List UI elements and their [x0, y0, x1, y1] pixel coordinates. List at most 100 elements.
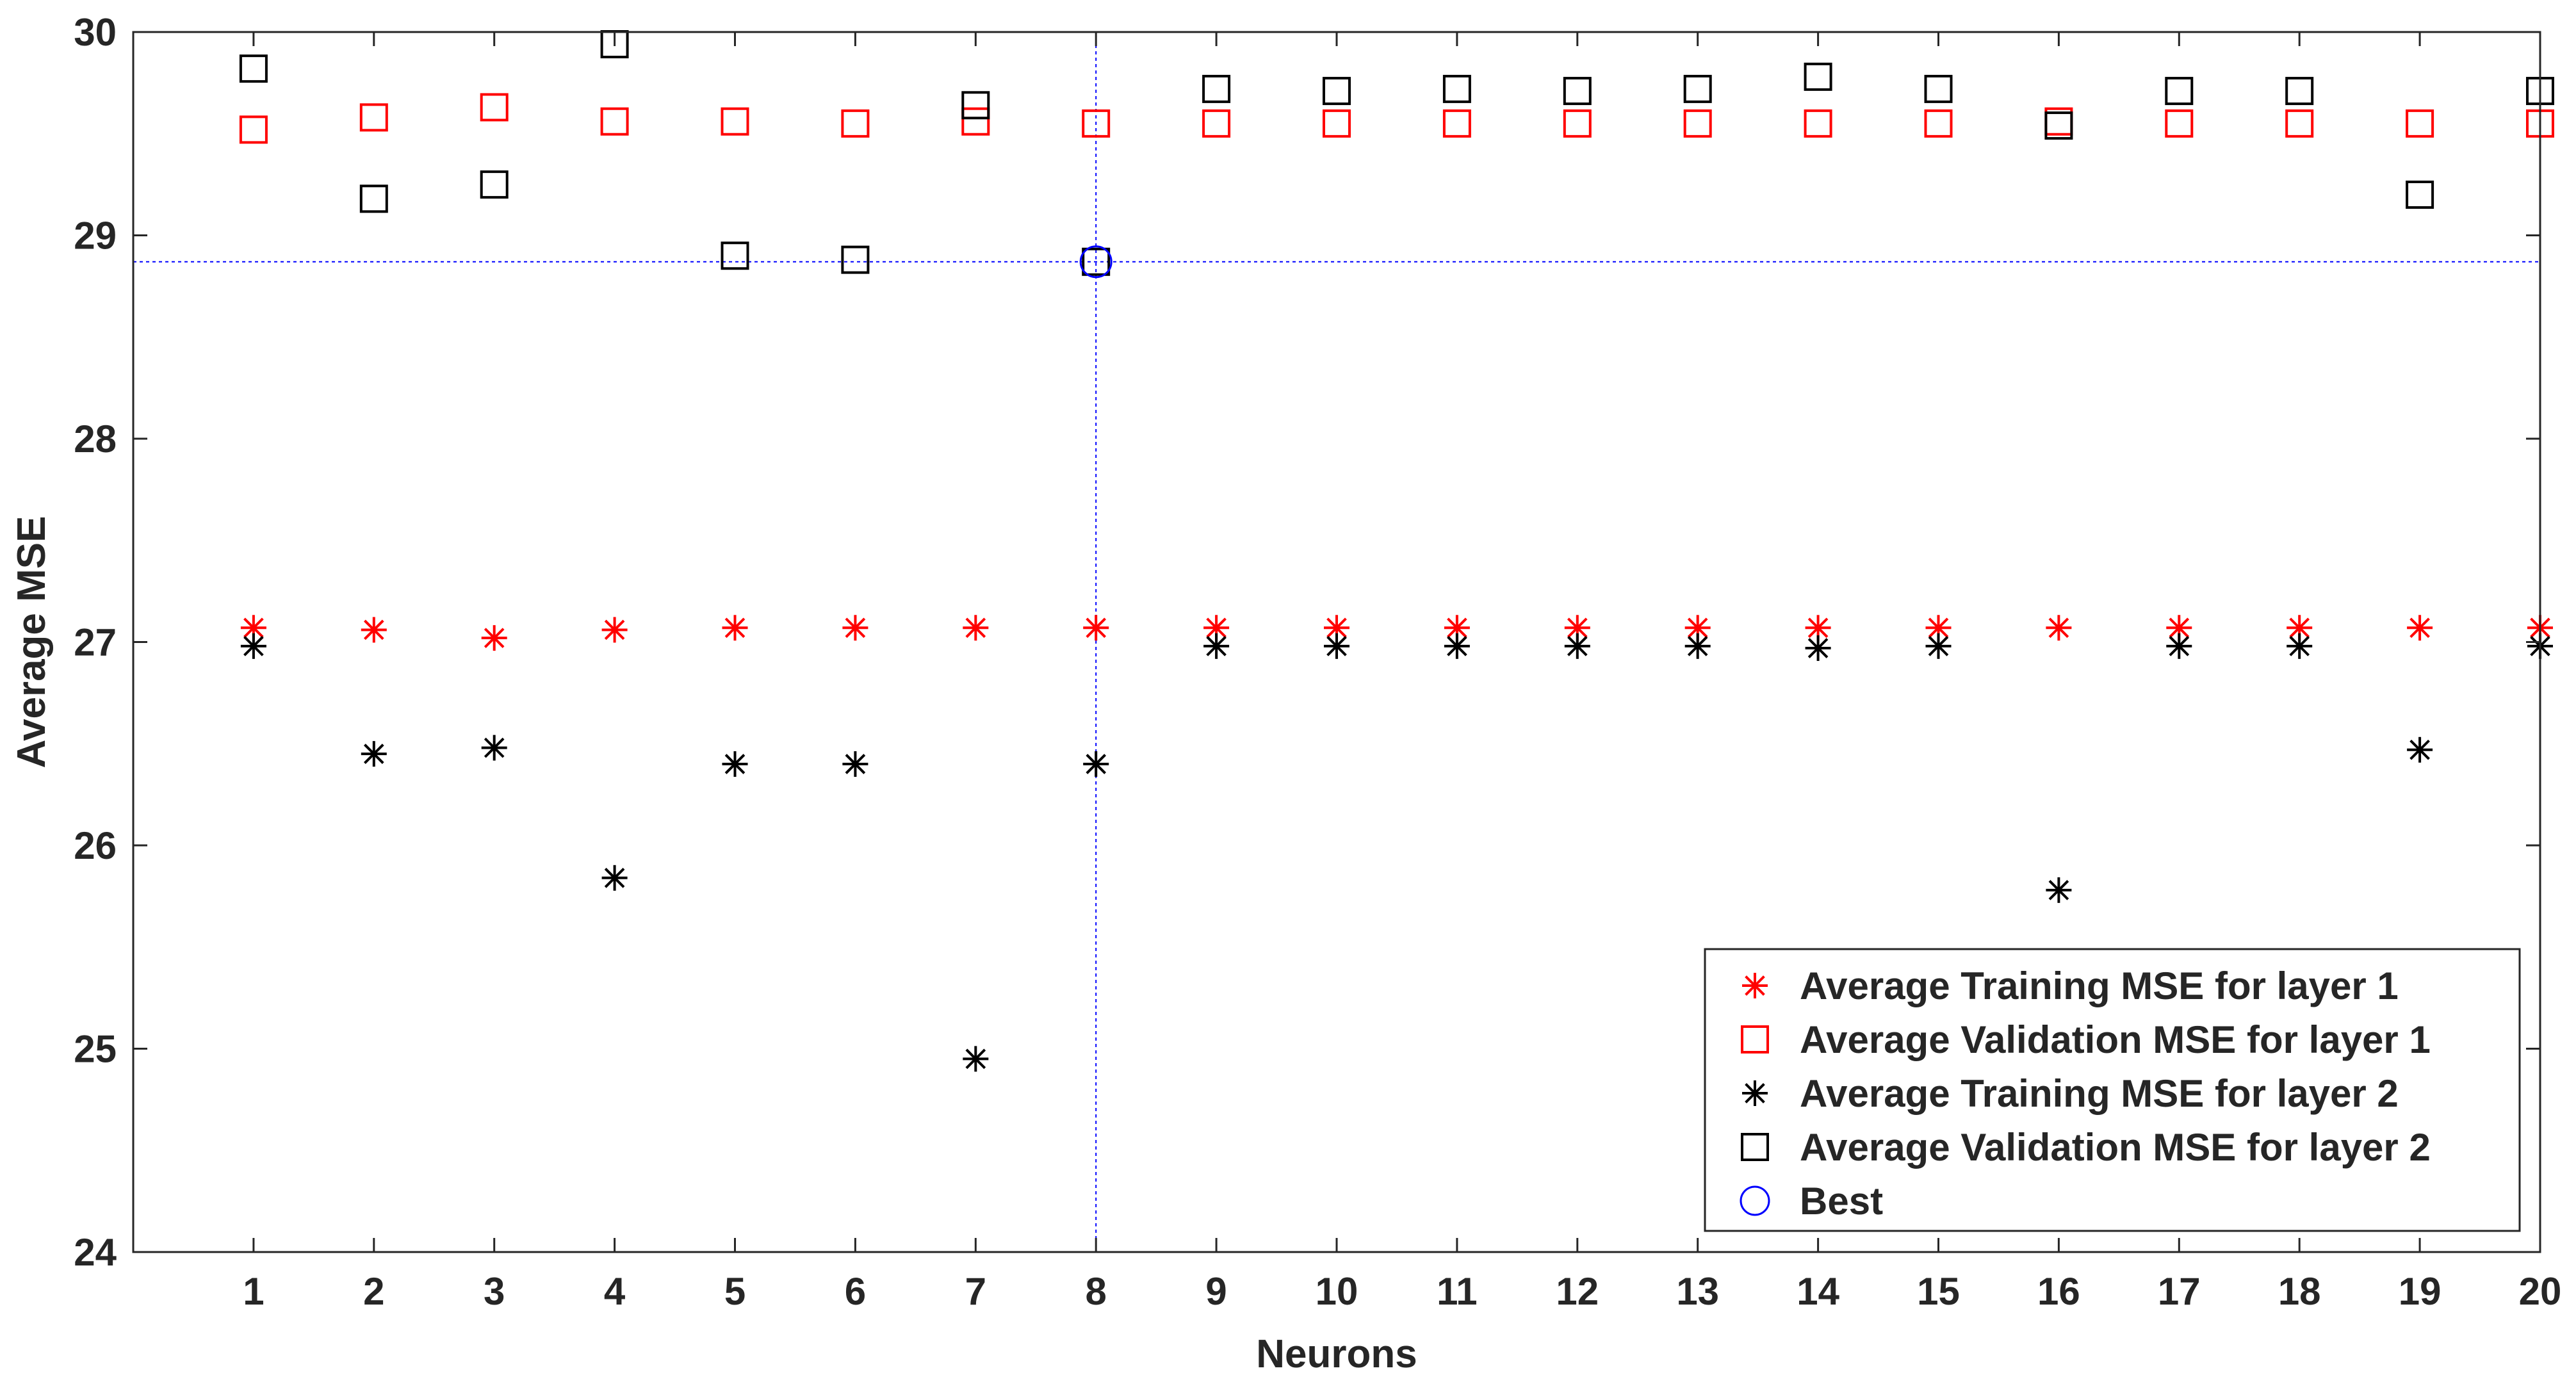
- data-point: [601, 865, 628, 891]
- x-tick-label: 6: [845, 1270, 866, 1313]
- x-tick-label: 7: [965, 1270, 986, 1313]
- y-tick-label: 27: [74, 621, 117, 664]
- data-point: [1924, 74, 1953, 103]
- legend-label: Average Validation MSE for layer 2: [1800, 1126, 2431, 1169]
- data-point: [1564, 615, 1590, 641]
- data-point: [1683, 74, 1712, 103]
- x-tick-label: 15: [1917, 1270, 1960, 1313]
- data-point: [842, 751, 868, 777]
- data-point: [1684, 633, 1711, 659]
- reference-lines: [133, 32, 2540, 1252]
- data-point: [359, 103, 388, 132]
- legend-marker: [1741, 1025, 1769, 1053]
- data-point: [2165, 77, 2194, 106]
- data-point: [1202, 109, 1231, 138]
- x-tick-label: 2: [363, 1270, 384, 1313]
- legend-label: Average Training MSE for layer 2: [1800, 1072, 2399, 1115]
- data-point: [359, 184, 388, 213]
- x-tick-label: 16: [2037, 1270, 2080, 1313]
- series-2: [239, 93, 2554, 144]
- data-point: [1323, 109, 1351, 138]
- axis-ticks: 1 2 3 4 5 6 7 8 9 10 11 12 13 14 15 16 17 18 19 20242526272…: [74, 11, 2561, 1313]
- x-tick-label: 11: [1437, 1270, 1477, 1313]
- data-point: [721, 107, 749, 136]
- data-point: [1444, 633, 1470, 659]
- x-axis-label: Neurons: [1256, 1332, 1417, 1376]
- data-point: [239, 115, 268, 144]
- x-tick-label: 14: [1797, 1270, 1839, 1313]
- data-point: [361, 617, 387, 643]
- data-point: [1563, 109, 1592, 138]
- data-point: [722, 615, 748, 641]
- x-tick-label: 17: [2158, 1270, 2201, 1313]
- data-point: [841, 245, 870, 274]
- y-tick-label: 28: [74, 418, 117, 460]
- x-tick-label: 19: [2399, 1270, 2441, 1313]
- data-point: [961, 107, 990, 136]
- data-point: [2406, 109, 2434, 138]
- data-point: [2285, 109, 2314, 138]
- y-tick-label: 25: [74, 1028, 117, 1071]
- data-point: [1804, 109, 1832, 138]
- data-point: [963, 615, 989, 641]
- legend-marker: [1742, 1080, 1768, 1106]
- data-point: [2285, 77, 2314, 106]
- x-tick-label: 8: [1086, 1270, 1107, 1313]
- data-point: [1805, 635, 1831, 662]
- legend-marker: [1740, 1185, 1770, 1216]
- data-point: [240, 633, 266, 659]
- data-point: [1683, 109, 1712, 138]
- data-point: [601, 617, 628, 643]
- data-point: [1442, 109, 1471, 138]
- data-point: [481, 625, 507, 651]
- legend-marker: [1741, 1133, 1769, 1161]
- data-point: [600, 107, 629, 136]
- data-point: [1563, 77, 1592, 106]
- series-1: [240, 615, 2553, 651]
- data-point: [1202, 74, 1231, 103]
- data-point: [480, 93, 509, 122]
- data-point: [2046, 877, 2072, 903]
- data-point: [2407, 736, 2433, 763]
- data-point: [963, 1046, 989, 1072]
- data-point: [1442, 74, 1471, 103]
- data-point: [721, 241, 749, 270]
- data-point: [2287, 633, 2313, 659]
- data-points: [239, 30, 2554, 1072]
- legend-label: Best: [1800, 1180, 1883, 1223]
- data-point: [1203, 633, 1230, 659]
- y-axis-label: Average MSE: [10, 516, 54, 769]
- x-tick-label: 10: [1316, 1270, 1358, 1313]
- y-tick-label: 24: [74, 1231, 117, 1274]
- data-point: [361, 741, 387, 767]
- data-point: [1082, 247, 1111, 276]
- data-point: [2166, 633, 2192, 659]
- data-point: [1925, 633, 1952, 659]
- legend-marker: [1742, 973, 1768, 998]
- series-5: [1079, 245, 1113, 279]
- x-tick-label: 5: [724, 1270, 746, 1313]
- data-point: [2406, 181, 2434, 209]
- y-tick-label: 30: [74, 11, 117, 54]
- x-tick-label: 12: [1556, 1270, 1599, 1313]
- legend-label: Average Training MSE for layer 1: [1800, 964, 2399, 1007]
- legend: Average Training MSE for layer 1 Average …: [1704, 948, 2521, 1232]
- data-point: [842, 615, 868, 641]
- data-point: [239, 54, 268, 83]
- data-point: [2046, 615, 2072, 641]
- data-point: [1083, 615, 1109, 641]
- y-tick-label: 26: [74, 824, 117, 867]
- data-point: [1804, 62, 1832, 91]
- x-tick-label: 3: [484, 1270, 505, 1313]
- series-3: [240, 633, 2553, 1072]
- data-point: [1324, 633, 1349, 659]
- legend-label: Average Validation MSE for layer 1: [1800, 1018, 2431, 1061]
- data-point: [722, 751, 748, 777]
- data-point: [961, 91, 990, 120]
- data-point: [1083, 751, 1109, 777]
- x-tick-label: 9: [1205, 1270, 1227, 1313]
- x-tick-label: 1: [243, 1270, 264, 1313]
- data-point: [2407, 615, 2433, 641]
- data-point: [1924, 109, 1953, 138]
